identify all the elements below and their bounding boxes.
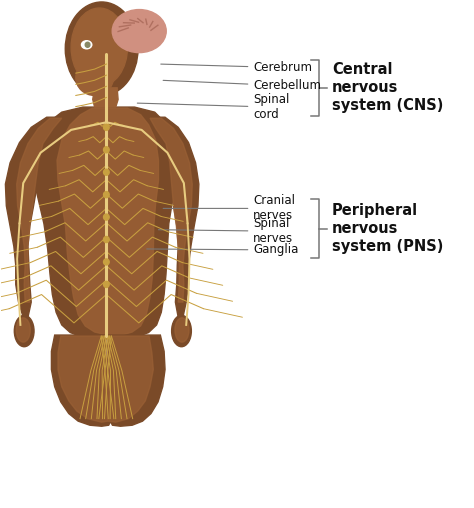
Ellipse shape xyxy=(16,318,30,342)
Circle shape xyxy=(103,214,109,220)
Text: Spinal
nerves: Spinal nerves xyxy=(158,217,293,245)
Text: Cerebrum: Cerebrum xyxy=(161,61,312,74)
Polygon shape xyxy=(149,117,199,318)
Polygon shape xyxy=(5,117,65,318)
Circle shape xyxy=(103,281,109,288)
Ellipse shape xyxy=(112,10,166,53)
Ellipse shape xyxy=(172,315,191,346)
Circle shape xyxy=(103,169,109,175)
Polygon shape xyxy=(93,88,118,107)
Text: Central
nervous
system (CNS): Central nervous system (CNS) xyxy=(332,62,443,113)
Polygon shape xyxy=(17,118,62,302)
Text: Cranial
nerves: Cranial nerves xyxy=(163,195,295,223)
Ellipse shape xyxy=(65,2,138,96)
Polygon shape xyxy=(51,335,165,426)
Polygon shape xyxy=(150,118,192,302)
Ellipse shape xyxy=(14,315,34,346)
Text: Cerebellum: Cerebellum xyxy=(163,79,321,92)
Ellipse shape xyxy=(82,41,92,49)
Circle shape xyxy=(103,237,109,242)
Circle shape xyxy=(103,192,109,198)
Circle shape xyxy=(103,259,109,265)
Text: Spinal
cord: Spinal cord xyxy=(137,93,290,121)
Polygon shape xyxy=(58,336,153,422)
Ellipse shape xyxy=(85,42,90,47)
Ellipse shape xyxy=(71,8,128,86)
Text: Ganglia: Ganglia xyxy=(147,243,299,257)
Circle shape xyxy=(103,124,109,131)
Polygon shape xyxy=(57,108,158,335)
Polygon shape xyxy=(33,107,177,339)
Text: Peripheral
nervous
system (PNS): Peripheral nervous system (PNS) xyxy=(332,203,443,254)
Ellipse shape xyxy=(175,318,189,342)
Ellipse shape xyxy=(76,60,113,96)
Circle shape xyxy=(103,147,109,153)
